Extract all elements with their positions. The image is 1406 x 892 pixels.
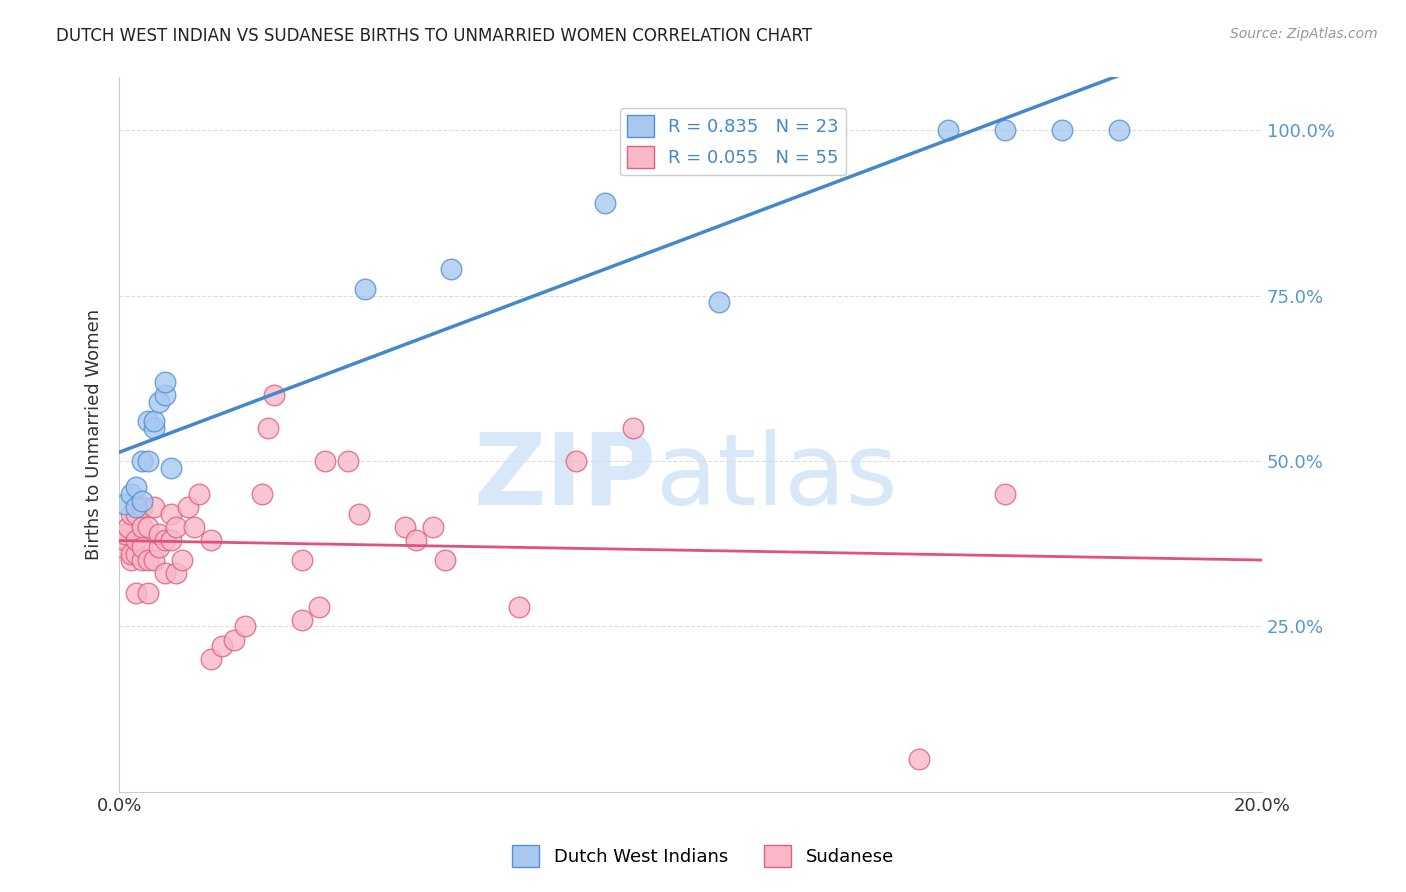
Point xyxy=(131,500,153,515)
Point xyxy=(142,414,165,428)
Text: atlas: atlas xyxy=(657,429,898,526)
Point xyxy=(314,454,336,468)
Point xyxy=(117,520,139,534)
Point xyxy=(422,520,444,534)
Point xyxy=(131,454,153,468)
Point xyxy=(148,394,170,409)
Point xyxy=(136,553,159,567)
Point xyxy=(125,500,148,515)
Point xyxy=(508,599,530,614)
Point xyxy=(120,507,142,521)
Point xyxy=(936,123,959,137)
Point xyxy=(136,454,159,468)
Point xyxy=(336,454,359,468)
Point xyxy=(153,566,176,581)
Point xyxy=(131,520,153,534)
Point xyxy=(200,652,222,666)
Point xyxy=(125,480,148,494)
Point xyxy=(125,547,148,561)
Point xyxy=(250,487,273,501)
Point xyxy=(148,540,170,554)
Point xyxy=(153,375,176,389)
Legend: Dutch West Indians, Sudanese: Dutch West Indians, Sudanese xyxy=(505,838,901,874)
Point xyxy=(120,487,142,501)
Legend: R = 0.835   N = 23, R = 0.055   N = 55: R = 0.835 N = 23, R = 0.055 N = 55 xyxy=(620,108,846,176)
Point xyxy=(125,586,148,600)
Point xyxy=(165,566,187,581)
Y-axis label: Births to Unmarried Women: Births to Unmarried Women xyxy=(86,309,103,560)
Point xyxy=(994,487,1017,501)
Point xyxy=(256,421,278,435)
Point xyxy=(153,533,176,548)
Point xyxy=(291,553,314,567)
Point xyxy=(125,533,148,548)
Point xyxy=(177,500,200,515)
Point xyxy=(114,497,136,511)
Point xyxy=(200,533,222,548)
Point xyxy=(136,520,159,534)
Point xyxy=(628,123,651,137)
Point xyxy=(114,526,136,541)
Point xyxy=(159,507,181,521)
Point xyxy=(707,295,730,310)
Text: Source: ZipAtlas.com: Source: ZipAtlas.com xyxy=(1230,27,1378,41)
Point xyxy=(433,553,456,567)
Point xyxy=(111,540,134,554)
Point xyxy=(440,262,463,277)
Text: DUTCH WEST INDIAN VS SUDANESE BIRTHS TO UNMARRIED WOMEN CORRELATION CHART: DUTCH WEST INDIAN VS SUDANESE BIRTHS TO … xyxy=(56,27,813,45)
Point xyxy=(120,553,142,567)
Point xyxy=(263,388,285,402)
Point xyxy=(354,282,377,296)
Point xyxy=(172,553,194,567)
Point xyxy=(120,547,142,561)
Point xyxy=(159,460,181,475)
Point xyxy=(136,586,159,600)
Point xyxy=(994,123,1017,137)
Point xyxy=(142,500,165,515)
Point xyxy=(142,421,165,435)
Point xyxy=(153,388,176,402)
Point xyxy=(142,553,165,567)
Point xyxy=(291,613,314,627)
Point xyxy=(148,526,170,541)
Text: ZIP: ZIP xyxy=(474,429,657,526)
Point xyxy=(188,487,211,501)
Point xyxy=(394,520,416,534)
Point xyxy=(623,421,645,435)
Point xyxy=(308,599,330,614)
Point xyxy=(165,520,187,534)
Point xyxy=(908,751,931,765)
Point xyxy=(114,533,136,548)
Point xyxy=(593,196,616,211)
Point xyxy=(131,540,153,554)
Point xyxy=(183,520,205,534)
Point xyxy=(125,507,148,521)
Point xyxy=(565,454,588,468)
Point xyxy=(211,639,233,653)
Point xyxy=(131,493,153,508)
Point xyxy=(405,533,427,548)
Point xyxy=(136,414,159,428)
Point xyxy=(131,553,153,567)
Point xyxy=(1050,123,1073,137)
Point xyxy=(347,507,370,521)
Point xyxy=(222,632,245,647)
Point xyxy=(1108,123,1130,137)
Point xyxy=(159,533,181,548)
Point xyxy=(233,619,256,633)
